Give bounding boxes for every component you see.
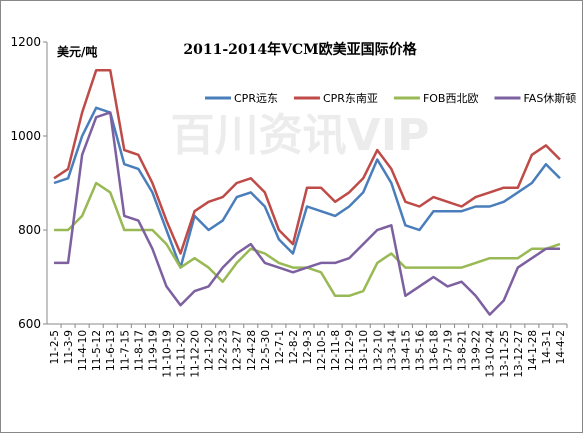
x-tick-label: 11-10-19: [161, 330, 173, 378]
x-tick-label: 13-8-21: [457, 330, 469, 371]
x-tick-label: 12-5-30: [260, 330, 272, 371]
x-tick-label: 13-9-22: [471, 330, 483, 371]
x-tick-label: 13-4-15: [400, 330, 412, 371]
x-tick-label: 11-8-17: [133, 330, 145, 371]
x-tick-label: 12-10-5: [316, 330, 328, 371]
x-tick-label: 11-2-5: [49, 330, 61, 364]
chart-title: 2011-2014年VCM欧美亚国际价格: [183, 41, 417, 58]
watermark: 百川资讯VIP: [171, 110, 430, 161]
x-tick-label: 12-4-28: [246, 330, 258, 371]
series-line: [53, 106, 561, 269]
y-tick-label: 600: [18, 317, 41, 331]
x-tick-label: 11-7-15: [119, 330, 131, 371]
series-line: [54, 111, 560, 316]
x-tick-label: 12-3-27: [232, 330, 244, 371]
x-tick-label: 11-5-12: [91, 330, 103, 371]
x-tick-label: 12-12-9: [344, 330, 356, 371]
x-tick-label: 12-2-23: [218, 330, 230, 371]
legend-label: CPR东南亚: [323, 92, 378, 105]
series-line: [53, 68, 561, 255]
y-tick-label: 1200: [10, 35, 41, 49]
x-tick-label: 13-1-10: [358, 330, 370, 371]
x-tick-label: 11-3-9: [63, 330, 75, 364]
x-tick-label: 13-11-25: [499, 330, 511, 378]
x-tick-label: 12-8-2: [288, 330, 300, 364]
y-tick-label: 800: [18, 223, 41, 237]
y-tick-label: 1000: [10, 129, 41, 143]
x-tick-label: 11-11-20: [176, 330, 188, 378]
legend-label: CPR远东: [234, 92, 278, 105]
x-tick-label: 13-12-27: [513, 330, 525, 378]
x-tick-label: 12-11-8: [330, 330, 342, 371]
y-unit: 美元/吨: [57, 44, 97, 59]
x-tick-label: 11-9-19: [147, 330, 159, 371]
x-tick-label: 12-1-20: [204, 330, 216, 371]
x-tick-label: 11-4-10: [77, 330, 89, 371]
x-tick-label: 12-7-1: [274, 330, 286, 364]
x-tick-label: 11-6-13: [105, 330, 117, 371]
x-tick-label: 14-4-2: [555, 330, 567, 364]
x-tick-label: 14-3-1: [541, 330, 553, 364]
x-tick-label: 13-3-14: [386, 330, 398, 371]
x-tick-label: 13-10-24: [485, 330, 497, 378]
x-tick-label: 13-6-18: [428, 330, 440, 371]
legend-label: FOB西北欧: [423, 92, 479, 105]
x-tick-label: 13-7-19: [443, 330, 455, 371]
x-tick-label: 14-1-28: [527, 330, 539, 371]
x-tick-label: 12-9-3: [302, 330, 314, 364]
x-tick-label: 13-5-16: [414, 330, 426, 371]
x-tick-label: 13-2-10: [372, 330, 384, 371]
x-tick-label: 11-12-20: [190, 330, 202, 378]
legend-label: FAS休斯顿: [523, 91, 576, 105]
